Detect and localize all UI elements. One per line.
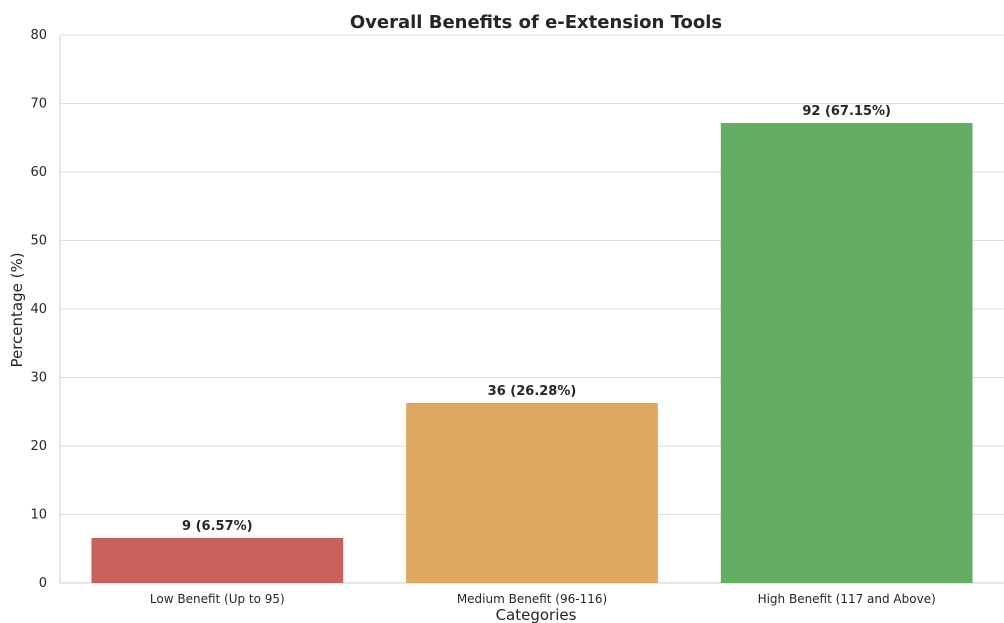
bar-3 (720, 123, 973, 584)
y-tick-label: 40 (30, 302, 47, 317)
y-tick-label: 30 (30, 371, 47, 386)
labels-layer: 0 10 20 30 40 50 60 70 80 9 (6.57%) Low Benefit (U… (30, 28, 935, 606)
x-tick-label: Low Benefit (Up to 95) (150, 592, 285, 606)
y-tick-label: 20 (30, 439, 47, 454)
y-tick-label: 10 (30, 508, 47, 523)
bars-layer (91, 123, 973, 584)
y-tick-label: 70 (30, 97, 47, 112)
x-tick-label: High Benefit (117 and Above) (758, 592, 936, 606)
bar-data-label: 36 (26.28%) (488, 384, 577, 399)
bar-1 (91, 537, 344, 583)
y-tick-label: 0 (39, 576, 47, 591)
y-tick-label: 80 (30, 28, 47, 43)
y-tick-label: 60 (30, 165, 47, 180)
x-axis-label: Categories (496, 606, 577, 623)
chart-title: Overall Benefits of e-Extension Tools (350, 12, 722, 33)
x-tick-label: Medium Benefit (96-116) (457, 592, 607, 606)
bar-data-label: 92 (67.15%) (802, 104, 891, 119)
y-tick-label: 50 (30, 234, 47, 249)
bar-2 (406, 402, 658, 583)
y-axis-label: Percentage (%) (8, 252, 26, 367)
bar-data-label: 9 (6.57%) (182, 519, 253, 534)
